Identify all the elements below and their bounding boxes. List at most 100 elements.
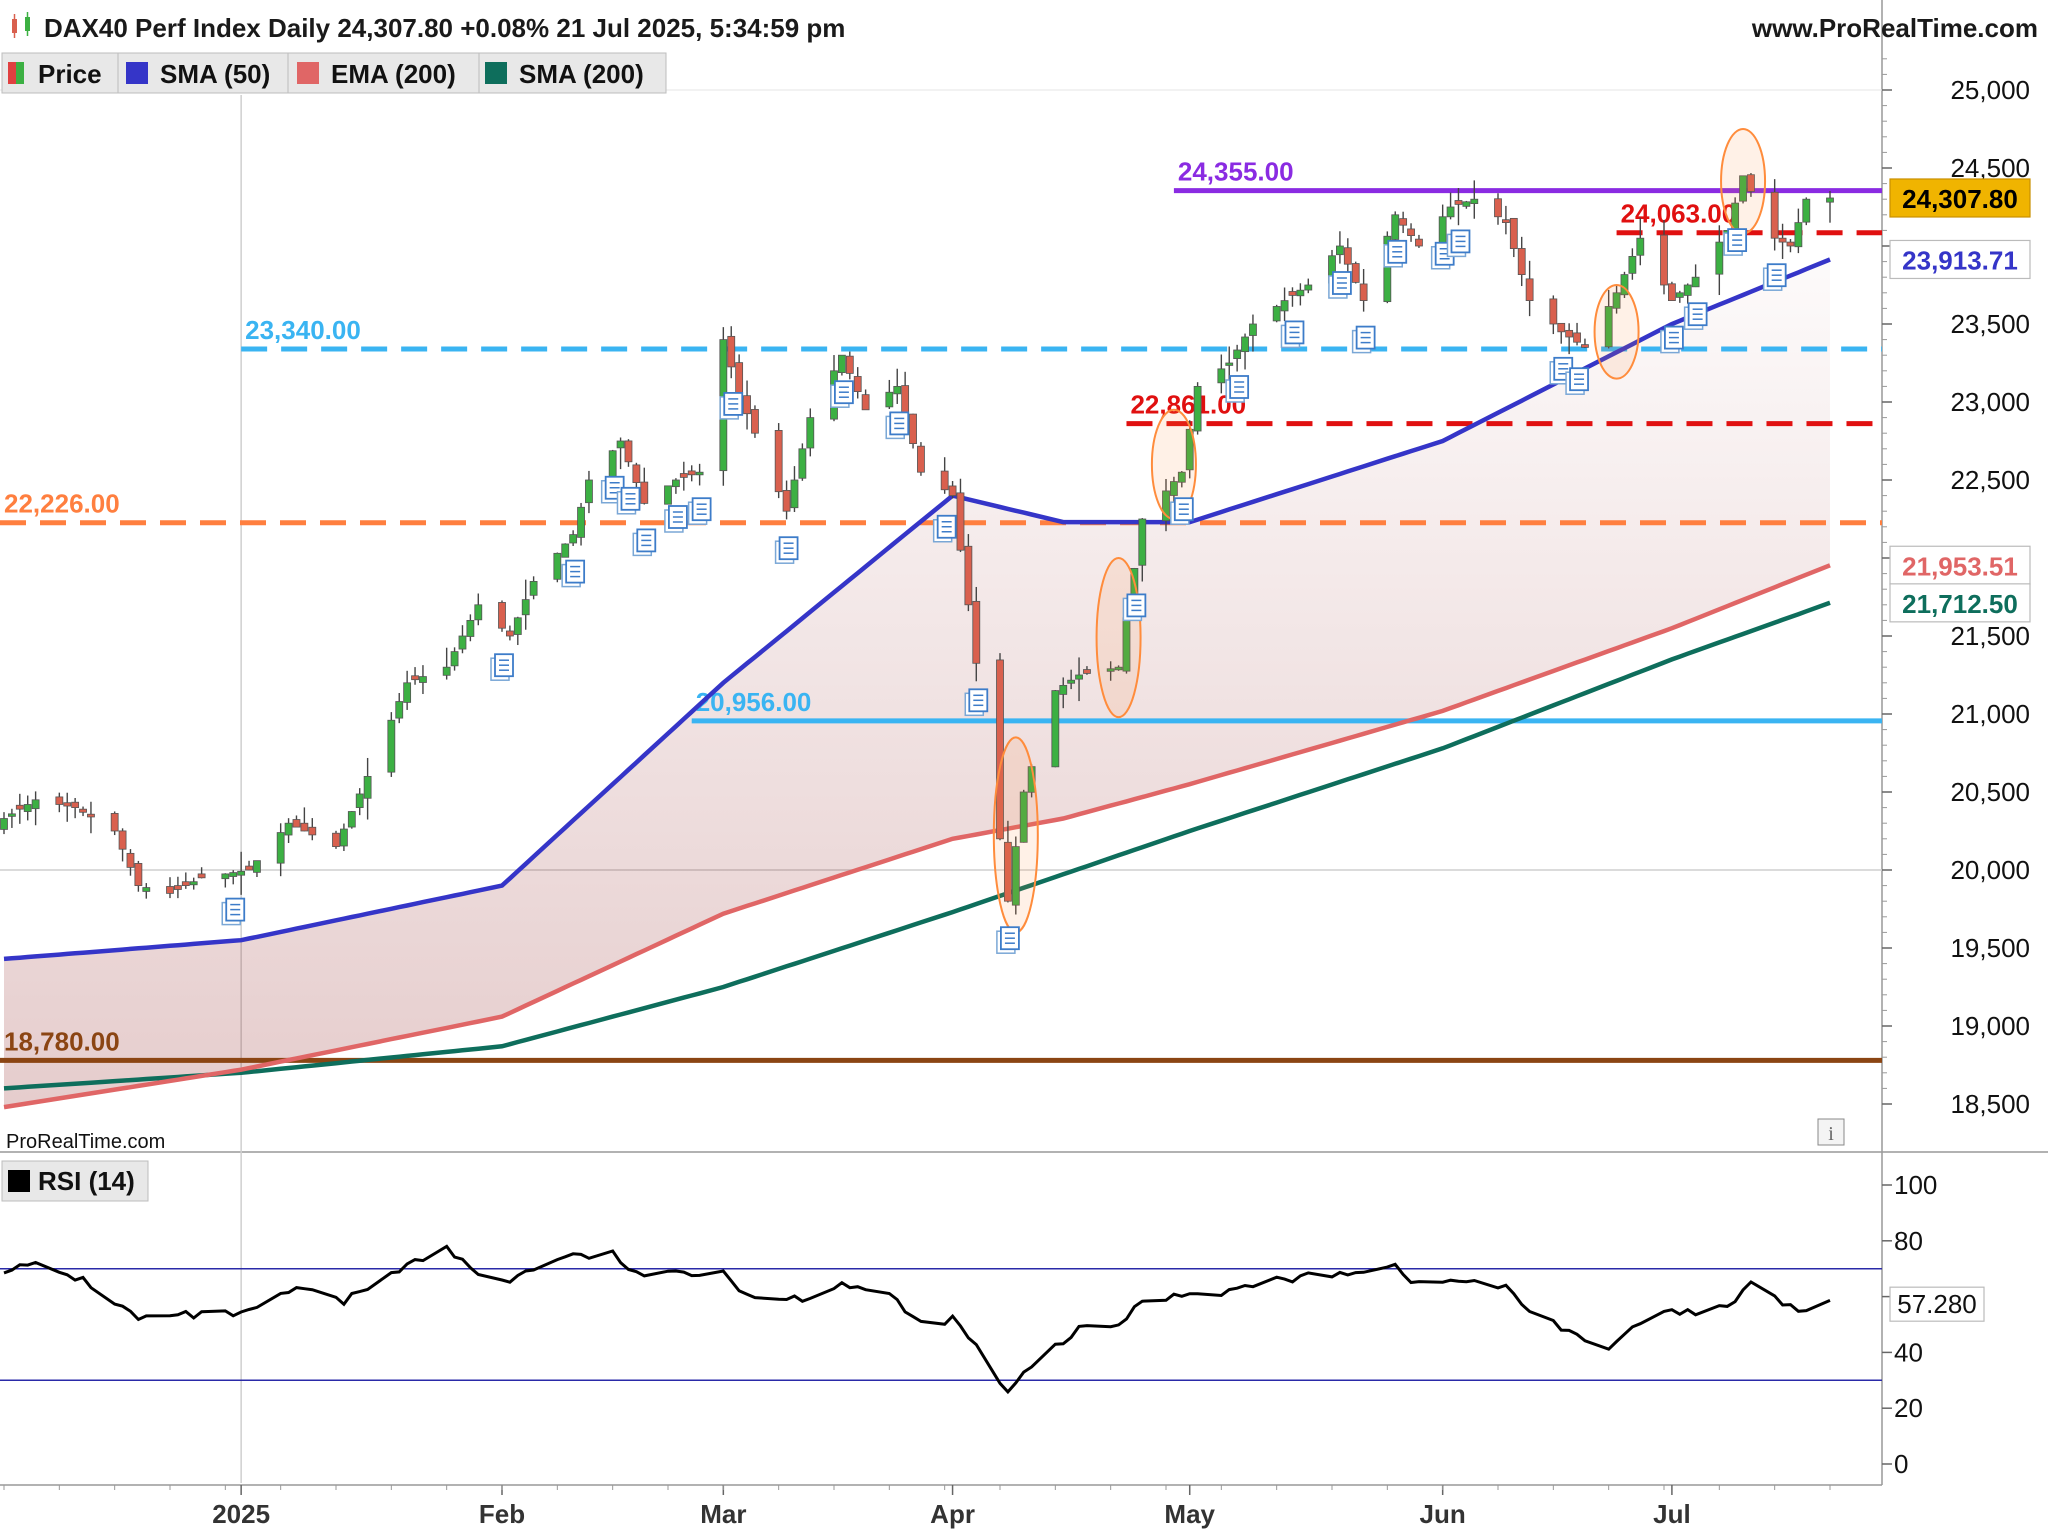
candle[interactable] (1620, 271, 1629, 299)
news-doc-icon[interactable] (221, 897, 246, 926)
news-doc-icon[interactable] (1351, 325, 1376, 354)
candle[interactable] (1106, 661, 1115, 681)
candle[interactable] (782, 480, 791, 520)
news-doc-icon[interactable] (774, 536, 799, 564)
candle[interactable] (1051, 690, 1060, 768)
candle[interactable] (1636, 217, 1645, 266)
candle[interactable] (1770, 179, 1779, 251)
sma50-line[interactable] (3, 257, 1831, 962)
news-doc-icon[interactable] (632, 528, 657, 557)
candle[interactable] (181, 872, 190, 889)
candle[interactable] (387, 712, 396, 777)
news-doc-icon[interactable] (687, 497, 712, 525)
candle[interactable] (87, 801, 95, 834)
candle[interactable] (0, 812, 8, 835)
candle[interactable] (221, 873, 230, 888)
candle[interactable] (845, 351, 854, 380)
candle[interactable] (229, 870, 238, 885)
candle[interactable] (561, 543, 570, 558)
candle[interactable] (1304, 278, 1313, 294)
candle[interactable] (411, 667, 419, 685)
news-doc-icon[interactable] (490, 653, 514, 681)
candle[interactable] (126, 849, 135, 876)
candle[interactable] (308, 818, 317, 841)
legend-item-price[interactable]: Price (8, 59, 102, 89)
candle[interactable] (1612, 285, 1621, 314)
candle[interactable] (1557, 322, 1566, 344)
candle[interactable] (1249, 314, 1257, 352)
candle[interactable] (419, 665, 427, 695)
news-doc-icon[interactable] (1446, 229, 1471, 258)
candle[interactable] (1549, 295, 1558, 335)
candle[interactable] (569, 530, 578, 546)
news-doc-icon[interactable] (885, 411, 910, 440)
news-doc-icon[interactable] (1122, 593, 1147, 622)
news-doc-icon[interactable] (1723, 228, 1748, 256)
candle[interactable] (1075, 657, 1083, 702)
candle[interactable] (790, 466, 799, 513)
candle[interactable] (1391, 211, 1400, 243)
candle[interactable] (1351, 261, 1360, 284)
candle[interactable] (1675, 290, 1684, 303)
candle[interactable] (1193, 382, 1202, 435)
candle[interactable] (577, 502, 585, 546)
candle[interactable] (727, 326, 736, 379)
candle[interactable] (442, 647, 451, 680)
candle[interactable] (513, 616, 522, 646)
candle[interactable] (861, 389, 870, 411)
candle[interactable] (1114, 665, 1123, 671)
news-doc-icon[interactable] (664, 505, 688, 533)
candle[interactable] (284, 818, 293, 844)
candle[interactable] (687, 465, 696, 482)
candle[interactable] (743, 380, 751, 430)
candle[interactable] (1059, 677, 1068, 709)
candle[interactable] (1778, 223, 1787, 259)
candle[interactable] (972, 586, 981, 682)
candle[interactable] (63, 792, 72, 822)
candle[interactable] (695, 463, 704, 486)
news-doc-icon[interactable] (1565, 367, 1589, 395)
candle[interactable] (956, 478, 965, 553)
candle[interactable] (292, 815, 301, 828)
candle[interactable] (964, 534, 973, 612)
candle[interactable] (1683, 283, 1692, 304)
candle[interactable] (1272, 304, 1281, 323)
candle[interactable] (1454, 188, 1463, 226)
candle[interactable] (1280, 287, 1289, 322)
news-doc-icon[interactable] (1383, 239, 1408, 268)
candle[interactable] (1826, 191, 1834, 223)
news-doc-icon[interactable] (996, 926, 1020, 954)
candle[interactable] (672, 478, 680, 494)
candle[interactable] (521, 579, 530, 630)
candle[interactable] (1802, 197, 1811, 226)
candle[interactable] (909, 413, 917, 449)
candle[interactable] (1628, 248, 1637, 280)
sma200-line[interactable] (3, 600, 1831, 1091)
candle[interactable] (1604, 289, 1613, 349)
candle[interactable] (1691, 264, 1700, 288)
candle[interactable] (948, 481, 957, 499)
news-doc-icon[interactable] (1683, 302, 1708, 330)
news-doc-icon[interactable] (1170, 497, 1194, 525)
candle[interactable] (585, 470, 593, 514)
candle[interactable] (1004, 820, 1012, 903)
legend-item-ema200[interactable]: EMA (200) (297, 59, 456, 89)
candle[interactable] (55, 792, 64, 813)
candle[interactable] (1794, 208, 1803, 254)
ema200-line[interactable] (3, 563, 1831, 1110)
candle[interactable] (1288, 287, 1297, 307)
candle[interactable] (1494, 193, 1502, 225)
candle[interactable] (1565, 323, 1574, 355)
candle[interactable] (679, 461, 688, 491)
candle[interactable] (31, 791, 40, 826)
candle[interactable] (1162, 478, 1170, 532)
candle[interactable] (1739, 175, 1747, 204)
candle[interactable] (1415, 234, 1423, 248)
candle[interactable] (1343, 238, 1352, 275)
candle[interactable] (553, 552, 562, 583)
candle[interactable] (529, 576, 538, 600)
news-doc-icon[interactable] (830, 380, 854, 408)
candle[interactable] (8, 808, 16, 828)
candle[interactable] (458, 625, 467, 654)
